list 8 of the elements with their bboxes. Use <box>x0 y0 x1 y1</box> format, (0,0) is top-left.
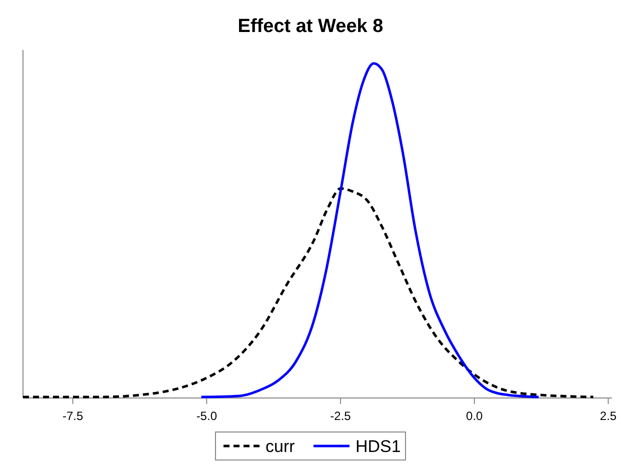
legend-label: HDS1 <box>356 437 401 456</box>
x-tick-label: -2.5 <box>330 409 352 423</box>
chart-title: Effect at Week 8 <box>238 16 384 37</box>
legend-label: curr <box>266 437 296 456</box>
x-tick-label: -7.5 <box>62 409 84 423</box>
x-tick-label: 2.5 <box>600 409 617 423</box>
x-tick-label: -5.0 <box>196 409 218 423</box>
x-tick-label: 0.0 <box>466 409 484 423</box>
